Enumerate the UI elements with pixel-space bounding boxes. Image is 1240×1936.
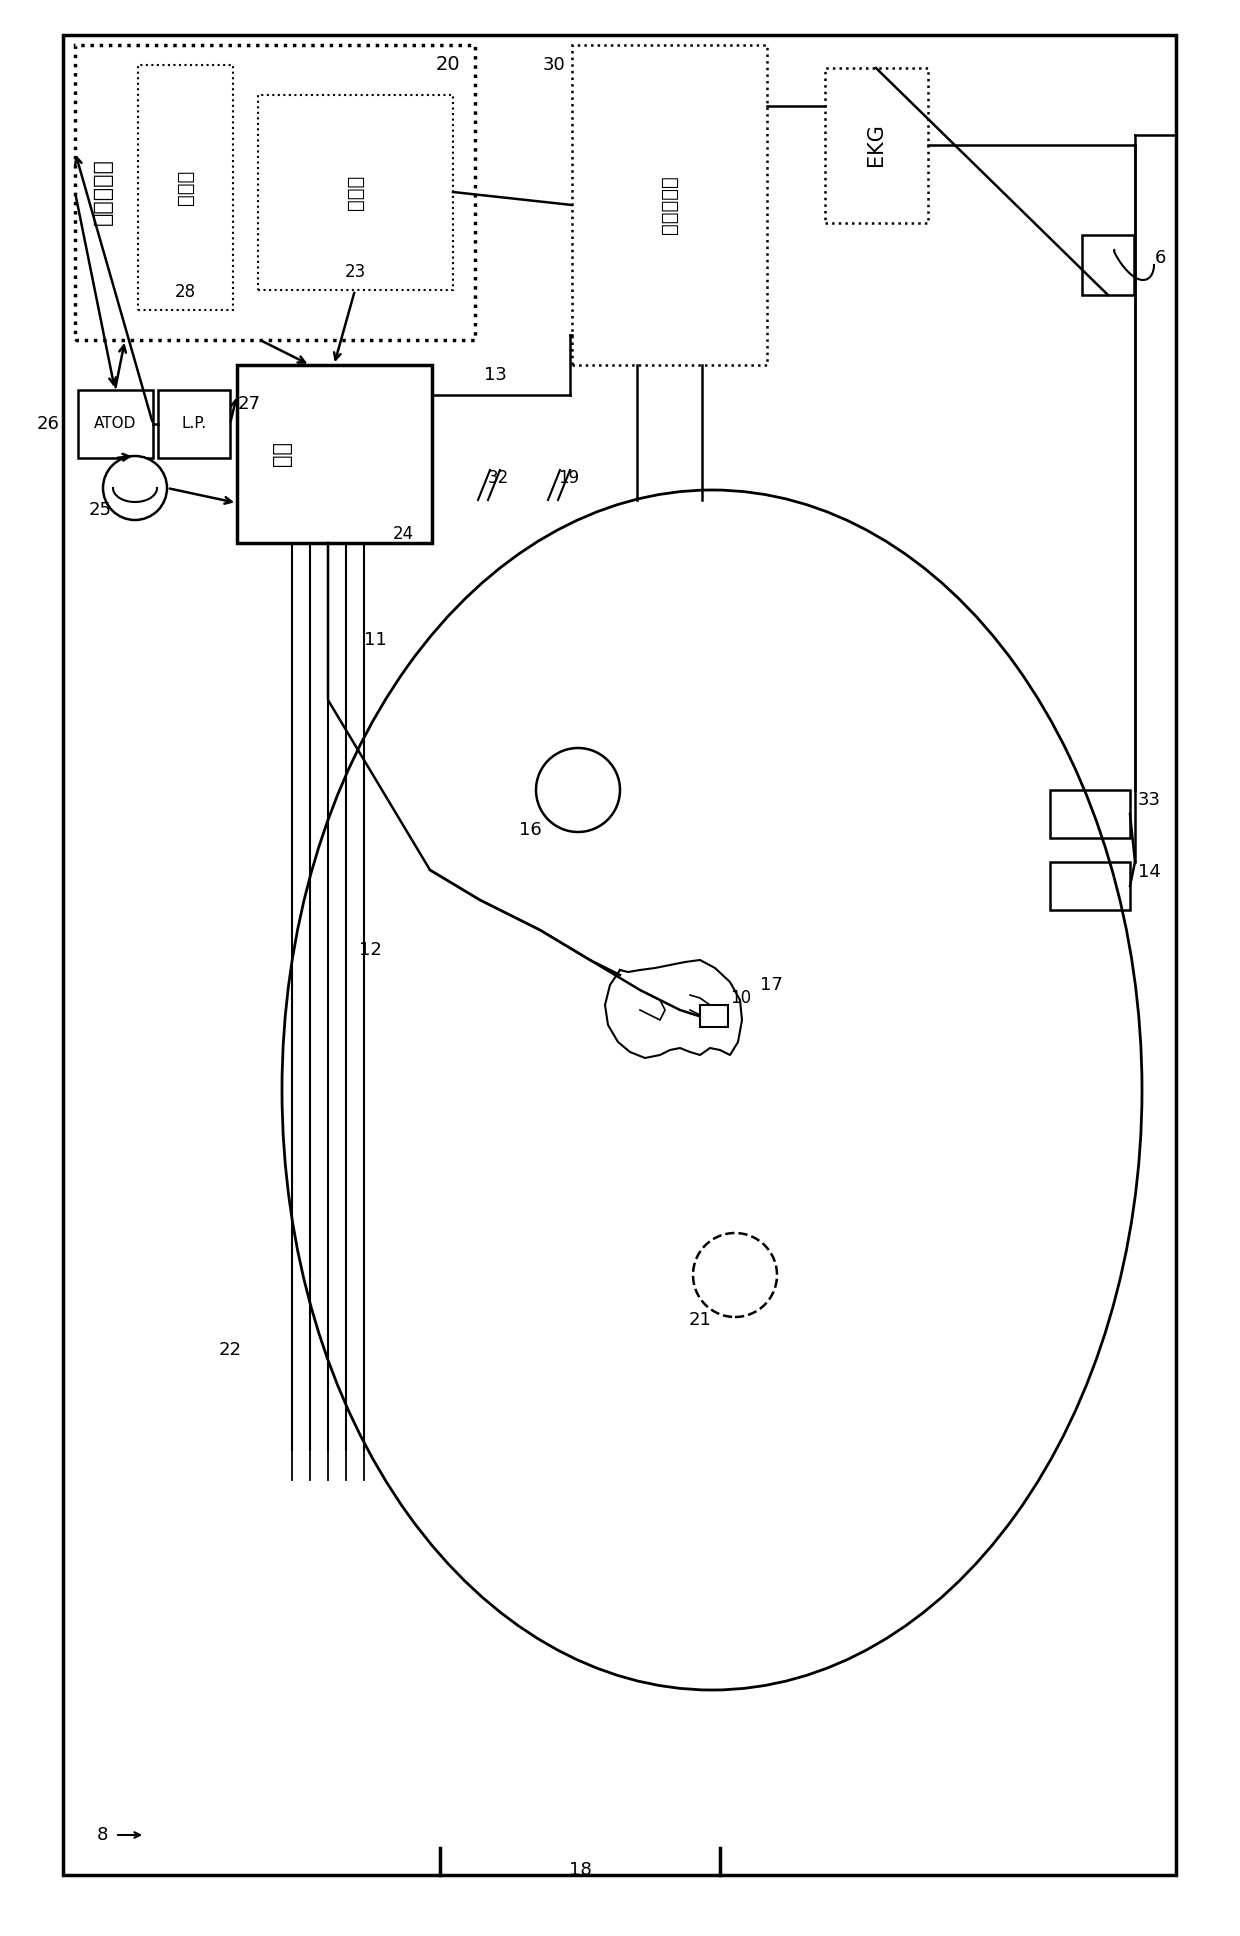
- Bar: [74, 45, 475, 341]
- Bar: [157, 389, 229, 459]
- Bar: [258, 95, 453, 290]
- Text: 计算机系统: 计算机系统: [93, 159, 113, 225]
- Bar: [63, 35, 1176, 1874]
- Text: 14: 14: [1138, 863, 1161, 881]
- Text: 33: 33: [1138, 792, 1161, 809]
- Text: 19: 19: [558, 469, 579, 488]
- Text: 10: 10: [730, 989, 751, 1007]
- Bar: [1083, 234, 1135, 294]
- Text: 28: 28: [175, 283, 196, 300]
- Text: 12: 12: [358, 941, 382, 958]
- Text: 16: 16: [518, 821, 542, 838]
- Bar: [1050, 790, 1130, 838]
- Bar: [1050, 862, 1130, 910]
- Text: 24: 24: [393, 525, 414, 542]
- Bar: [572, 45, 768, 366]
- Text: 27: 27: [238, 395, 260, 412]
- Text: 磁场发生器: 磁场发生器: [660, 176, 678, 234]
- Bar: [237, 366, 432, 542]
- Text: 32: 32: [489, 469, 510, 488]
- Text: 17: 17: [760, 976, 782, 993]
- Text: ATOD: ATOD: [94, 416, 136, 432]
- Text: 开关: 开关: [272, 441, 291, 467]
- Text: 13: 13: [484, 366, 506, 383]
- Text: 8: 8: [97, 1826, 108, 1843]
- Bar: [825, 68, 928, 223]
- Text: 6: 6: [1154, 250, 1167, 267]
- Text: 30: 30: [543, 56, 565, 74]
- Text: 11: 11: [363, 631, 387, 649]
- Text: 23: 23: [345, 263, 366, 281]
- Bar: [78, 389, 153, 459]
- Text: L.P.: L.P.: [181, 416, 207, 432]
- Text: 20: 20: [435, 54, 460, 74]
- Text: 25: 25: [89, 501, 112, 519]
- Text: 18: 18: [569, 1860, 591, 1880]
- Text: 21: 21: [688, 1311, 712, 1328]
- Bar: [701, 1005, 728, 1026]
- Circle shape: [103, 457, 167, 521]
- Text: 处理器: 处理器: [176, 168, 195, 205]
- Bar: [138, 66, 233, 310]
- Text: EKG: EKG: [866, 124, 887, 166]
- Text: 22: 22: [218, 1342, 242, 1359]
- Text: 显示器: 显示器: [346, 174, 365, 209]
- Text: 26: 26: [37, 414, 60, 434]
